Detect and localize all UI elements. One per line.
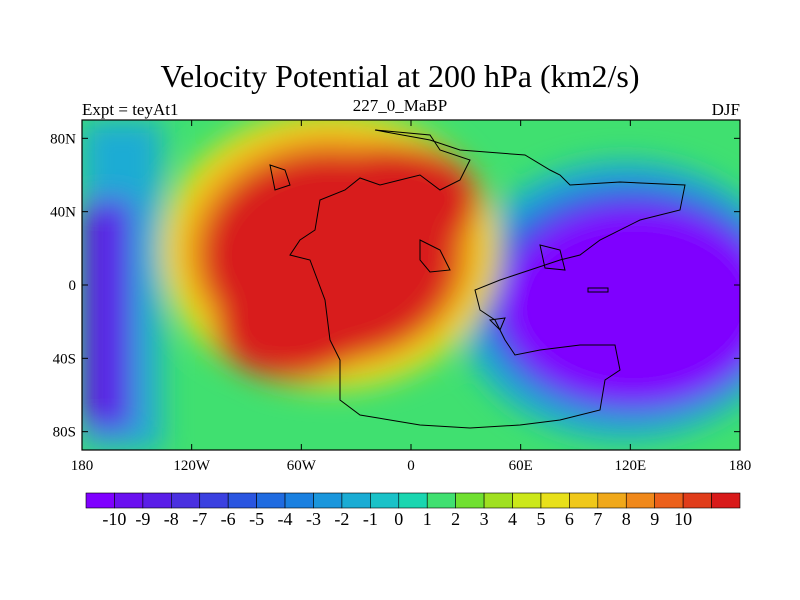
lat-tick-label: 40N [50,205,76,221]
colorbar-swatch [142,492,172,509]
lon-tick-label: 60E [509,458,533,474]
colorbar-label: -10 [102,509,126,529]
colorbar-swatch [483,492,513,509]
period-label: 227_0_MaBP [352,96,448,115]
lon-tick-label: 180 [71,458,94,474]
lat-tick-label: 0 [69,278,77,294]
colorbar-label: 2 [451,509,460,529]
lat-tick-label: 40S [53,351,76,367]
colorbar-label: -1 [363,509,378,529]
lat-tick-label: 80S [53,425,76,441]
plot-title: Velocity Potential at 200 hPa (km2/s) [160,58,640,94]
colorbar-swatch [398,492,428,509]
lat-tick-label: 80N [50,131,76,147]
velocity-potential-field [82,120,740,450]
lon-tick-label: 60W [287,458,317,474]
colorbar-swatch [284,492,314,509]
colorbar-swatch [85,492,115,509]
colorbar-label: 0 [394,509,403,529]
colorbar-label: 10 [674,509,692,529]
lon-tick-label: 0 [407,458,415,474]
season-label: DJF [711,100,740,119]
colorbar-label: 6 [565,509,574,529]
colorbar-swatch [341,492,371,509]
colorbar-swatch [426,492,456,509]
colorbar-swatch [227,492,257,509]
colorbar-label: 5 [536,509,545,529]
lon-tick-label: 120E [614,458,646,474]
colorbar-label: -3 [306,509,321,529]
colorbar-swatch [114,492,144,509]
colorbar-swatch [597,492,627,509]
colorbar-label: 8 [622,509,631,529]
colorbar-label: -5 [249,509,264,529]
colorbar-label: -9 [135,509,150,529]
longitude-axis: 180 120W 60W 0 60E 120E 180 [71,120,752,474]
colorbar-swatch [625,492,655,509]
colorbar-label: -2 [334,509,349,529]
colorbar-swatch [540,492,570,509]
colorbar-swatch [654,492,684,509]
colorbar-label: 7 [593,509,602,529]
colorbar-label: 3 [480,509,489,529]
colorbar-swatch [171,492,201,509]
colorbar-swatch [256,492,286,509]
latitude-axis: 80N 40N 0 40S 80S [50,131,740,441]
coastlines [269,129,686,429]
lon-tick-label: 180 [729,458,752,474]
colorbar-label: -6 [221,509,236,529]
colorbar-label: 9 [650,509,659,529]
colorbar-swatch [199,492,229,509]
colorbar-swatch [370,492,400,509]
colorbar-label: -4 [278,509,293,529]
colorbar-swatch [313,492,343,509]
colorbar-swatch [711,492,741,509]
colorbar-swatch [569,492,599,509]
colorbar-swatch [682,492,712,509]
colorbar-label: -8 [164,509,179,529]
colorbar-swatch [512,492,542,509]
colorbar-swatch [455,492,485,509]
colorbar-label: -7 [192,509,207,529]
colorbar: -10 -9 -8 -7 -6 -5 -4 -3 -2 -1 0 1 2 3 4 5 6 7 8 9 10 [85,492,741,529]
experiment-label: Expt = teyAt1 [82,100,179,119]
lon-tick-label: 120W [173,458,211,474]
colorbar-label: 1 [423,509,432,529]
colorbar-label: 4 [508,509,517,529]
